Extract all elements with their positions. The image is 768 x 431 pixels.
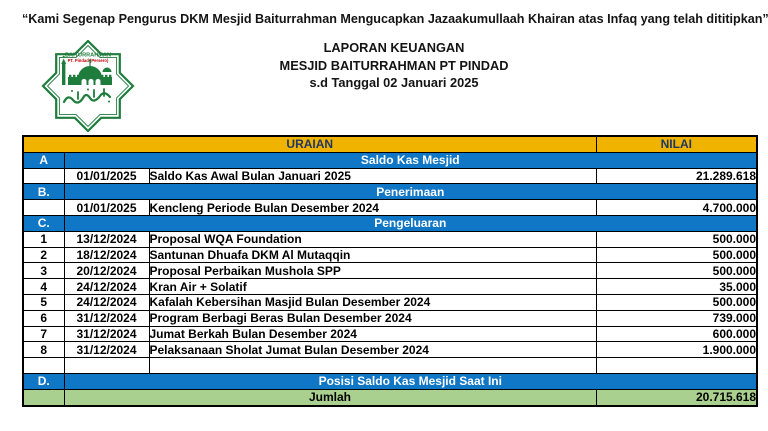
- eight-point-star-icon: BAITURRAHMAN PT. Pindad (Persero): [41, 39, 135, 133]
- section-label: C.: [22, 214, 65, 232]
- mosque-icon: [61, 55, 112, 85]
- section-row-c: C. Pengeluaran: [22, 214, 758, 232]
- row-date: 01/01/2025: [63, 167, 150, 185]
- row-date: 31/12/2024: [63, 341, 150, 359]
- table-row-penerimaan: 01/01/2025 Kencleng Periode Bulan Desemb…: [22, 199, 758, 216]
- table-row-saldo: 01/01/2025 Saldo Kas Awal Bulan Januari …: [22, 167, 758, 185]
- row-date: 01/01/2025: [63, 199, 150, 216]
- row-value: 600.000: [595, 325, 758, 343]
- section-title: Penerimaan: [63, 183, 758, 201]
- section-label: A: [22, 151, 65, 169]
- table-row-empty: [22, 357, 758, 374]
- row-description: Kran Air + Solatif: [148, 278, 597, 295]
- empty-cell: [22, 388, 65, 407]
- table-row: 8 31/12/2024 Pelaksanaan Sholat Jumat Bu…: [22, 341, 758, 359]
- row-value: 500.000: [595, 246, 758, 264]
- finance-table: URAIAN NILAI A Saldo Kas Mesjid 01/01/20…: [22, 135, 759, 407]
- row-description: Program Berbagi Beras Bulan Desember 202…: [148, 309, 597, 327]
- row-number: [22, 199, 65, 216]
- row-description: Santunan Dhuafa DKM Al Mutaqqin: [148, 246, 597, 264]
- report-header: LAPORAN KEUANGAN MESJID BAITURRAHMAN PT …: [22, 39, 766, 92]
- row-description: Proposal WQA Foundation: [148, 230, 597, 248]
- section-label: D.: [22, 372, 65, 390]
- report-date: s.d Tanggal 02 Januari 2025: [309, 75, 479, 90]
- total-row: Jumlah 20.715.618: [22, 388, 758, 407]
- report-title: LAPORAN KEUANGAN: [323, 40, 465, 55]
- row-number: 4: [22, 278, 65, 295]
- row-number: [22, 167, 65, 185]
- empty-cell: [595, 357, 758, 374]
- table-row: 7 31/12/2024 Jumat Berkah Bulan Desember…: [22, 325, 758, 343]
- section-row-d: D. Posisi Saldo Kas Mesjid Saat Ini: [22, 372, 758, 390]
- row-number: 8: [22, 341, 65, 359]
- table-row: 1 13/12/2024 Proposal WQA Foundation 500…: [22, 230, 758, 248]
- table-row: 6 31/12/2024 Program Berbagi Beras Bulan…: [22, 309, 758, 327]
- row-number: 2: [22, 246, 65, 264]
- header-quote: “Kami Segenap Pengurus DKM Mesjid Baitur…: [22, 12, 768, 26]
- empty-cell: [63, 357, 150, 374]
- logo-org-name: BAITURRAHMAN: [65, 53, 111, 59]
- column-header-nilai: NILAI: [595, 135, 758, 153]
- empty-cell: [22, 357, 65, 374]
- logo-company-name: PT. Pindad (Persero): [68, 58, 109, 63]
- table-header-row: URAIAN NILAI: [22, 135, 758, 153]
- row-value: 4.700.000: [595, 199, 758, 216]
- section-row-b: B. Penerimaan: [22, 183, 758, 201]
- row-number: 5: [22, 293, 65, 311]
- section-label: B.: [22, 183, 65, 201]
- organization-logo: BAITURRAHMAN PT. Pindad (Persero): [36, 39, 140, 133]
- table-row: 2 18/12/2024 Santunan Dhuafa DKM Al Muta…: [22, 246, 758, 264]
- row-description: Jumat Berkah Bulan Desember 2024: [148, 325, 597, 343]
- row-date: 13/12/2024: [63, 230, 150, 248]
- section-title: Pengeluaran: [63, 214, 758, 232]
- row-description: Proposal Perbaikan Mushola SPP: [148, 262, 597, 280]
- row-number: 6: [22, 309, 65, 327]
- row-value: 500.000: [595, 230, 758, 248]
- row-date: 31/12/2024: [63, 309, 150, 327]
- row-description: Kencleng Periode Bulan Desember 2024: [148, 199, 597, 216]
- table-row: 4 24/12/2024 Kran Air + Solatif 35.000: [22, 278, 758, 295]
- empty-cell: [148, 357, 597, 374]
- row-date: 18/12/2024: [63, 246, 150, 264]
- row-number: 7: [22, 325, 65, 343]
- row-description: Pelaksanaan Sholat Jumat Bulan Desember …: [148, 341, 597, 359]
- table-row: 5 24/12/2024 Kafalah Kebersihan Masjid B…: [22, 293, 758, 311]
- row-description: Saldo Kas Awal Bulan Januari 2025: [148, 167, 597, 185]
- star-inner-outline: [46, 44, 130, 128]
- organization-title: MESJID BAITURRAHMAN PT PINDAD: [279, 57, 509, 73]
- row-number: 1: [22, 230, 65, 248]
- row-value: 739.000: [595, 309, 758, 327]
- row-date: 20/12/2024: [63, 262, 150, 280]
- row-value: 35.000: [595, 278, 758, 295]
- table-row: 3 20/12/2024 Proposal Perbaikan Mushola …: [22, 262, 758, 280]
- section-title: Posisi Saldo Kas Mesjid Saat Ini: [63, 372, 758, 390]
- total-label: Jumlah: [63, 388, 597, 407]
- total-value: 20.715.618: [595, 388, 758, 407]
- row-value: 500.000: [595, 262, 758, 280]
- row-date: 24/12/2024: [63, 278, 150, 295]
- row-value: 500.000: [595, 293, 758, 311]
- section-title: Saldo Kas Mesjid: [63, 151, 758, 169]
- row-date: 24/12/2024: [63, 293, 150, 311]
- row-date: 31/12/2024: [63, 325, 150, 343]
- row-value: 1.900.000: [595, 341, 758, 359]
- section-row-a: A Saldo Kas Mesjid: [22, 151, 758, 169]
- row-value: 21.289.618: [595, 167, 758, 185]
- arabic-calligraphy: [62, 88, 112, 104]
- column-header-uraian: URAIAN: [22, 135, 597, 153]
- row-number: 3: [22, 262, 65, 280]
- row-description: Kafalah Kebersihan Masjid Bulan Desember…: [148, 293, 597, 311]
